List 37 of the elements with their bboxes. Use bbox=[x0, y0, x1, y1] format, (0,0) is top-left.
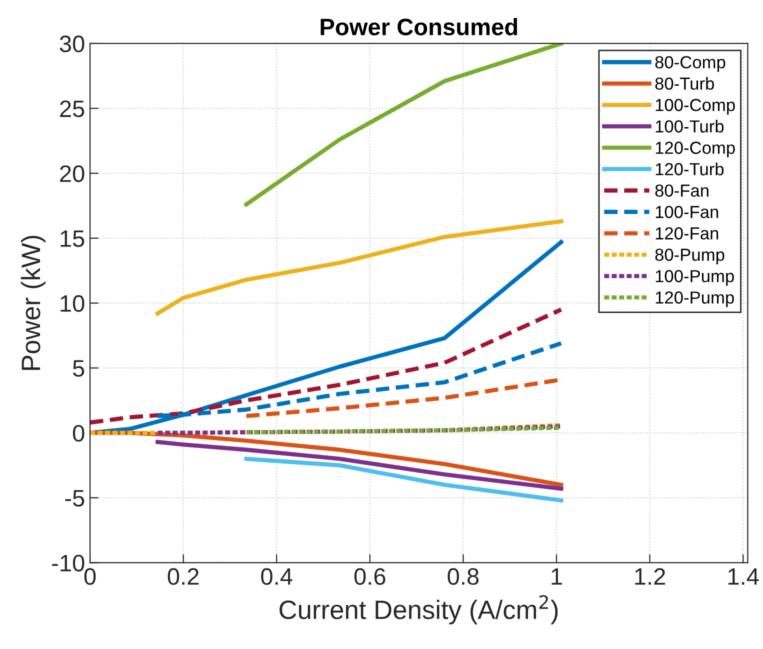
legend-label: 100-Pump bbox=[656, 270, 734, 286]
x-tick-label: 0.2 bbox=[168, 568, 199, 585]
line-series bbox=[244, 43, 564, 207]
y-tick-label: 20 bbox=[60, 165, 84, 182]
line-series bbox=[90, 307, 564, 425]
y-tick-label: 0 bbox=[72, 424, 84, 442]
y-tick-label: 25 bbox=[60, 100, 84, 118]
x-tick-label: 0 bbox=[84, 568, 96, 585]
y-tick-label: -10 bbox=[52, 554, 84, 572]
legend-label: 100-Turb bbox=[656, 120, 724, 133]
x-tick-label: 0.4 bbox=[261, 568, 292, 585]
y-tick-label: 15 bbox=[60, 230, 84, 247]
y-tick-label: 10 bbox=[60, 295, 84, 312]
legend-label: 120-Turb bbox=[656, 162, 724, 176]
legend-label: 80-Pump bbox=[655, 248, 724, 264]
line-series bbox=[156, 219, 564, 316]
legend-label: 120-Comp bbox=[656, 142, 735, 158]
chart-title: Power Consumed bbox=[320, 18, 518, 36]
legend-label: 100-Fan bbox=[656, 206, 718, 218]
legend-label: 80-Comp bbox=[655, 56, 726, 72]
x-axis-title: Current Density (A/cm$^{2}$) bbox=[280, 595, 558, 624]
legend-label: 80-Fan bbox=[655, 184, 708, 197]
x-tick-label: 0.8 bbox=[448, 568, 479, 585]
y-axis-title: Power (kW) bbox=[20, 236, 46, 370]
x-tick-label: 1 bbox=[552, 568, 562, 585]
legend-label: 80-Turb bbox=[655, 77, 714, 90]
y-tick-label: 5 bbox=[72, 360, 84, 377]
line-series bbox=[244, 456, 564, 502]
legend-label: 120-Fan bbox=[656, 227, 718, 240]
line-series bbox=[156, 440, 564, 491]
legend-label: 100-Comp bbox=[656, 98, 735, 115]
x-tick-label: 1.4 bbox=[728, 568, 759, 585]
x-tick-label: 1.2 bbox=[635, 568, 666, 585]
x-tick-label: 0.6 bbox=[354, 568, 386, 585]
y-tick-label: 30 bbox=[60, 36, 84, 52]
y-tick-label: -5 bbox=[65, 490, 84, 507]
legend-label: 120-Pump bbox=[656, 291, 734, 308]
